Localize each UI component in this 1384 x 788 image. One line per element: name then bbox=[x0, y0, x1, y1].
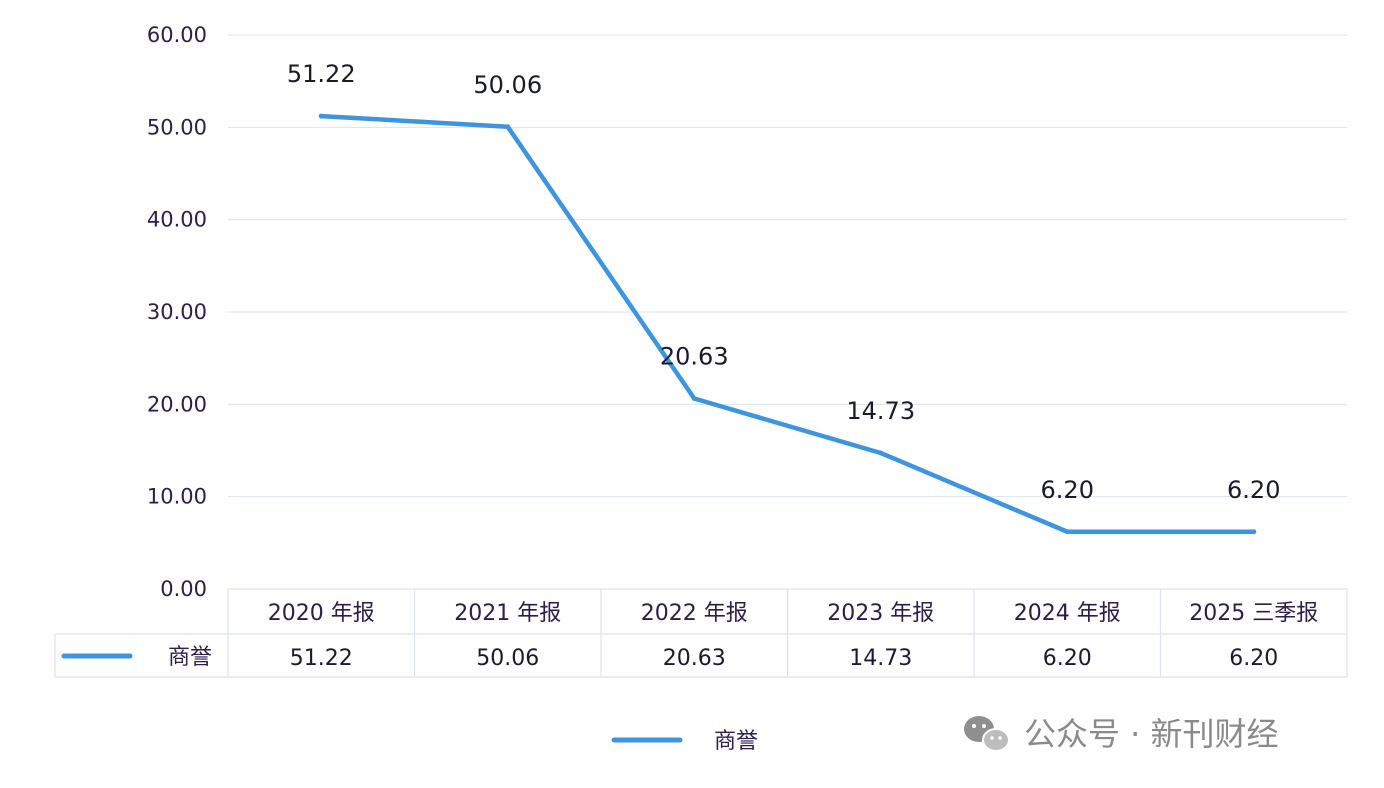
data-point bbox=[505, 124, 511, 130]
x-tick-label: 2023 年报 bbox=[827, 601, 934, 626]
x-tick-label: 2024 年报 bbox=[1014, 601, 1121, 626]
legend: 商誉 bbox=[611, 729, 758, 754]
x-tick-label: 2020 年报 bbox=[268, 601, 375, 626]
data-label: 6.20 bbox=[1227, 476, 1280, 504]
data-point bbox=[878, 450, 884, 456]
data-labels: 51.22 50.06 20.63 14.73 6.20 6.20 bbox=[287, 60, 1281, 504]
x-tick-label: 2022 年报 bbox=[641, 601, 748, 626]
x-tick-label: 2021 年报 bbox=[454, 601, 561, 626]
wechat-icon bbox=[964, 716, 1010, 752]
table-cell: 51.22 bbox=[290, 646, 353, 671]
y-tick-label: 20.00 bbox=[147, 392, 207, 416]
y-axis-ticks: 0.00 10.00 20.00 30.00 40.00 50.00 60.00 bbox=[147, 23, 207, 601]
table-cell: 6.20 bbox=[1043, 646, 1092, 671]
data-label: 20.63 bbox=[660, 343, 729, 371]
legend-label: 商誉 bbox=[714, 729, 758, 754]
data-label: 50.06 bbox=[473, 71, 542, 99]
watermark: 公众号 · 新刊财经 bbox=[964, 715, 1279, 753]
data-table: 2020 年报 2021 年报 2022 年报 2023 年报 2024 年报 2025 … bbox=[54, 588, 1348, 678]
watermark-text: 公众号 · 新刊财经 bbox=[1024, 715, 1279, 753]
y-tick-label: 60.00 bbox=[147, 23, 207, 47]
y-tick-label: 30.00 bbox=[147, 300, 207, 324]
data-label: 51.22 bbox=[287, 60, 356, 88]
table-cell: 6.20 bbox=[1229, 646, 1278, 671]
series-goodwill bbox=[318, 113, 1257, 535]
series-line bbox=[319, 113, 1256, 535]
data-point bbox=[691, 396, 697, 402]
x-tick-label: 2025 三季报 bbox=[1189, 601, 1318, 626]
data-point bbox=[318, 113, 324, 119]
y-tick-label: 50.00 bbox=[147, 115, 207, 139]
data-point bbox=[1251, 529, 1257, 535]
gridlines bbox=[228, 34, 1347, 498]
data-point bbox=[1064, 529, 1070, 535]
y-tick-label: 10.00 bbox=[147, 485, 207, 509]
table-cell: 50.06 bbox=[476, 646, 539, 671]
data-label: 14.73 bbox=[846, 397, 915, 425]
data-label: 6.20 bbox=[1041, 476, 1094, 504]
y-tick-label: 40.00 bbox=[147, 208, 207, 232]
table-series-label: 商誉 bbox=[168, 645, 212, 670]
y-tick-label: 0.00 bbox=[160, 577, 207, 601]
table-cell: 14.73 bbox=[849, 646, 912, 671]
table-cell: 20.63 bbox=[663, 646, 726, 671]
